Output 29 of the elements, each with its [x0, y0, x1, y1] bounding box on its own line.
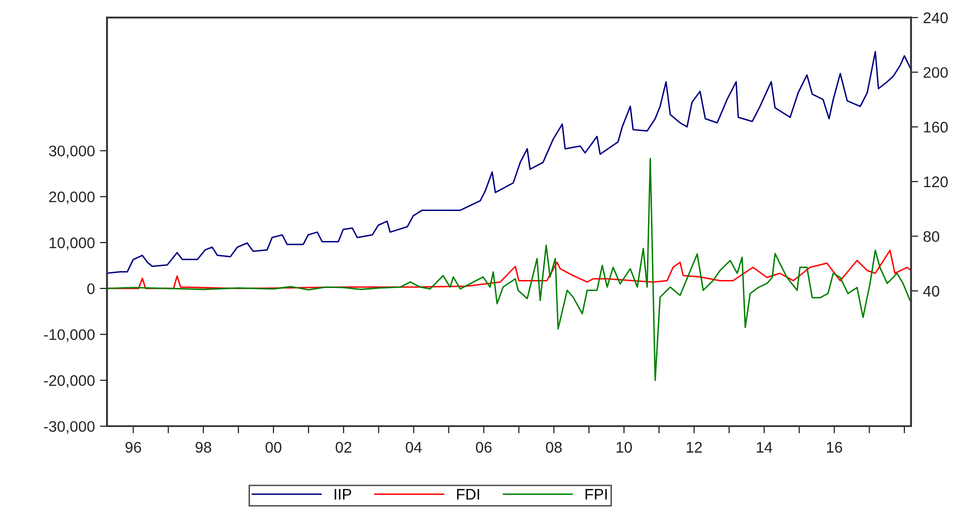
legend-label: IIP [334, 489, 352, 500]
x-tick-label: 16 [826, 442, 842, 453]
x-tick-label: 08 [546, 442, 562, 453]
x-tick-label: 02 [336, 442, 352, 453]
x-tick-label: 04 [406, 442, 422, 453]
y-tick-label: -20,000 [44, 375, 95, 388]
x-tick-label: 98 [196, 442, 212, 453]
legend-label: FPI [586, 489, 607, 500]
y2-tick-label: 200 [924, 67, 948, 78]
y-tick-label: -30,000 [44, 421, 95, 434]
y-tick-label: 0 [87, 283, 95, 294]
y2-tick-label: 160 [924, 122, 948, 133]
y-tick-label: 20,000 [49, 191, 95, 204]
y-tick-label: 10,000 [50, 237, 95, 250]
line-series [106, 158, 911, 381]
x-tick-label: 06 [476, 442, 492, 453]
y2-tick-label: 40 [923, 286, 940, 297]
y-tick-label: -10,000 [44, 329, 95, 342]
x-tick-label: 14 [756, 442, 772, 453]
x-tick-label: 00 [266, 442, 282, 453]
x-tick-label: 10 [616, 442, 632, 453]
x-tick-label: 96 [125, 442, 142, 453]
y2-tick-label: 80 [924, 231, 940, 242]
x-tick-label: 12 [686, 442, 702, 453]
legend-label: FDI [457, 489, 480, 500]
line-series [106, 51, 912, 274]
y2-tick-label: 120 [924, 176, 948, 188]
y-tick-label: 30,000 [49, 146, 95, 158]
y2-tick-label: 240 [924, 12, 948, 24]
